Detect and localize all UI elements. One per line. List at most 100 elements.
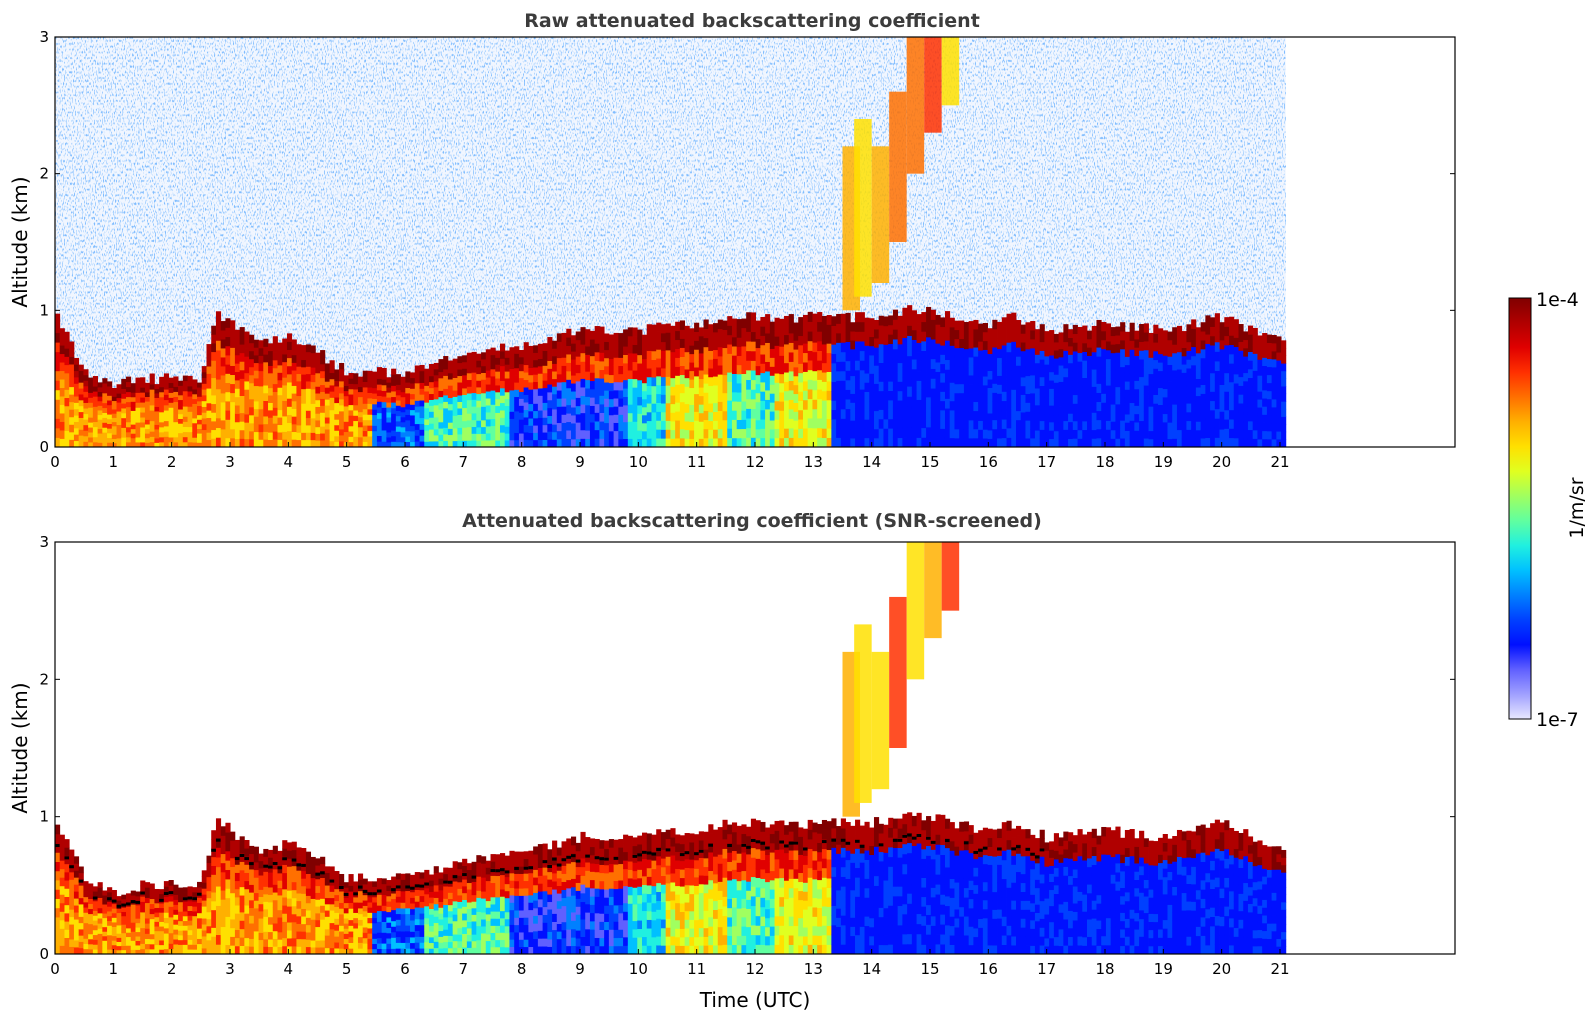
heatmap-cell xyxy=(395,400,401,406)
heatmap-cell xyxy=(547,415,553,424)
heatmap-cell xyxy=(490,383,496,391)
heatmap-cell xyxy=(111,894,117,900)
heatmap-cell xyxy=(731,355,738,365)
heatmap-cell xyxy=(642,342,648,352)
heatmap-cell xyxy=(348,919,354,926)
heatmap-cell xyxy=(997,429,1003,439)
heatmap-cell xyxy=(376,899,383,906)
heatmap-cell xyxy=(750,370,757,381)
heatmap-cell xyxy=(130,917,136,923)
heatmap-cell xyxy=(911,320,917,331)
heatmap-cell xyxy=(400,401,406,408)
heatmap-cell xyxy=(466,386,472,394)
heatmap-cell xyxy=(126,949,132,955)
heatmap-cell xyxy=(315,386,321,394)
heatmap-cell xyxy=(182,939,188,945)
heatmap-cell xyxy=(613,406,619,415)
heatmap-cell xyxy=(301,878,307,887)
heatmap-cell xyxy=(97,918,103,924)
heatmap-cell xyxy=(623,396,629,406)
heatmap-cell xyxy=(78,405,84,413)
heatmap-cell xyxy=(490,390,496,398)
heatmap-cell xyxy=(921,398,927,409)
heatmap-cell xyxy=(215,330,222,341)
heatmap-cell xyxy=(1082,360,1088,370)
heatmap-cell xyxy=(376,937,383,944)
heatmap-cell xyxy=(149,928,155,935)
heatmap-cell xyxy=(310,432,316,441)
heatmap-cell xyxy=(362,921,368,928)
heatmap-cell xyxy=(310,905,316,913)
heatmap-cell xyxy=(97,386,103,393)
heatmap-cell xyxy=(1034,362,1041,372)
heatmap-cell xyxy=(362,878,368,885)
heatmap-cell xyxy=(144,943,151,950)
heatmap-cell xyxy=(1068,337,1074,347)
heatmap-cell xyxy=(97,382,103,388)
heatmap-cell xyxy=(1162,338,1168,348)
heatmap-cell xyxy=(736,373,742,384)
heatmap-cell xyxy=(859,437,865,448)
heatmap-cell xyxy=(268,424,274,433)
heatmap-cell xyxy=(537,365,543,374)
heatmap-cell xyxy=(537,439,543,448)
heatmap-cell xyxy=(268,343,274,352)
heatmap-cell xyxy=(443,395,449,402)
heatmap-cell xyxy=(1238,341,1244,351)
heatmap-cell xyxy=(457,388,463,396)
heatmap-cell xyxy=(1072,412,1078,422)
heatmap-cell xyxy=(381,430,387,437)
heatmap-cell xyxy=(367,376,373,383)
heatmap-cell xyxy=(1219,411,1225,421)
heatmap-cell xyxy=(1233,419,1239,430)
heatmap-cell xyxy=(291,423,297,433)
heatmap-cell xyxy=(197,917,203,924)
heatmap-cell xyxy=(310,877,316,886)
heatmap-cell xyxy=(320,898,326,906)
heatmap-cell xyxy=(452,390,458,397)
heatmap-cell xyxy=(689,404,695,414)
heatmap-cell xyxy=(708,429,714,439)
heatmap-cell xyxy=(703,346,709,357)
heatmap-cell xyxy=(660,403,667,413)
heatmap-cell xyxy=(1077,395,1083,405)
heatmap-cell xyxy=(717,337,723,348)
heatmap-cell xyxy=(182,930,188,936)
heatmap-cell xyxy=(211,918,217,928)
heatmap-cell xyxy=(372,917,378,924)
heatmap-cell xyxy=(405,873,411,880)
heatmap-cell xyxy=(982,349,988,359)
heatmap-cell xyxy=(386,917,392,923)
heatmap-cell xyxy=(1200,429,1206,439)
heatmap-cell xyxy=(73,364,80,372)
heatmap-cell xyxy=(608,358,615,368)
heatmap-cell xyxy=(55,380,61,391)
heatmap-cell xyxy=(78,929,84,936)
heatmap-cell xyxy=(239,387,245,396)
heatmap-cell xyxy=(907,365,913,377)
heatmap-cell xyxy=(1044,364,1050,373)
heatmap-cell xyxy=(230,320,236,330)
heatmap-cell xyxy=(64,348,70,357)
heatmap-cell xyxy=(1181,397,1187,406)
heatmap-cell xyxy=(428,942,435,949)
heatmap-cell xyxy=(452,894,458,902)
heatmap-cell xyxy=(353,917,359,924)
heatmap-cell xyxy=(973,338,979,348)
heatmap-cell xyxy=(419,400,425,407)
heatmap-cell xyxy=(78,935,84,942)
heatmap-cell xyxy=(64,364,70,374)
cloud-top-mark xyxy=(315,872,321,876)
heatmap-cell xyxy=(173,436,179,443)
heatmap-cell xyxy=(1195,335,1202,345)
heatmap-cell xyxy=(291,439,297,448)
heatmap-cell xyxy=(528,410,534,419)
heatmap-cell xyxy=(249,374,255,384)
heatmap-cell xyxy=(1077,438,1083,448)
heatmap-cell xyxy=(192,422,198,429)
heatmap-cell xyxy=(788,361,794,372)
heatmap-cell xyxy=(69,431,75,440)
heatmap-cell xyxy=(348,914,354,921)
heatmap-cell xyxy=(528,389,534,397)
heatmap-cell xyxy=(859,312,865,323)
